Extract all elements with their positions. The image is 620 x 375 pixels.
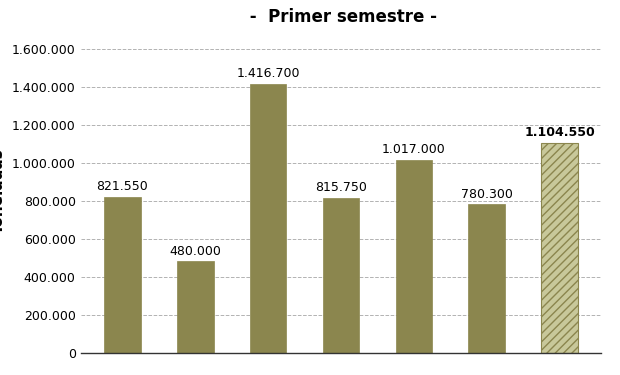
Bar — [469, 204, 505, 352]
Title:  -  Primer semestre -: - Primer semestre - — [244, 8, 438, 26]
Text: 480.000: 480.000 — [169, 244, 221, 258]
Bar — [323, 198, 359, 352]
Text: 1.017.000: 1.017.000 — [382, 143, 446, 156]
Bar — [250, 84, 286, 352]
Text: 815.750: 815.750 — [315, 181, 367, 194]
Text: 1.416.700: 1.416.700 — [236, 67, 300, 80]
Text: 1.104.550: 1.104.550 — [524, 126, 595, 139]
Y-axis label: Toneladas: Toneladas — [0, 148, 6, 234]
Bar — [104, 196, 141, 352]
Bar — [541, 143, 578, 352]
Text: 821.550: 821.550 — [97, 180, 148, 193]
Bar — [177, 261, 213, 352]
Text: 780.300: 780.300 — [461, 188, 513, 201]
Bar — [396, 160, 432, 352]
